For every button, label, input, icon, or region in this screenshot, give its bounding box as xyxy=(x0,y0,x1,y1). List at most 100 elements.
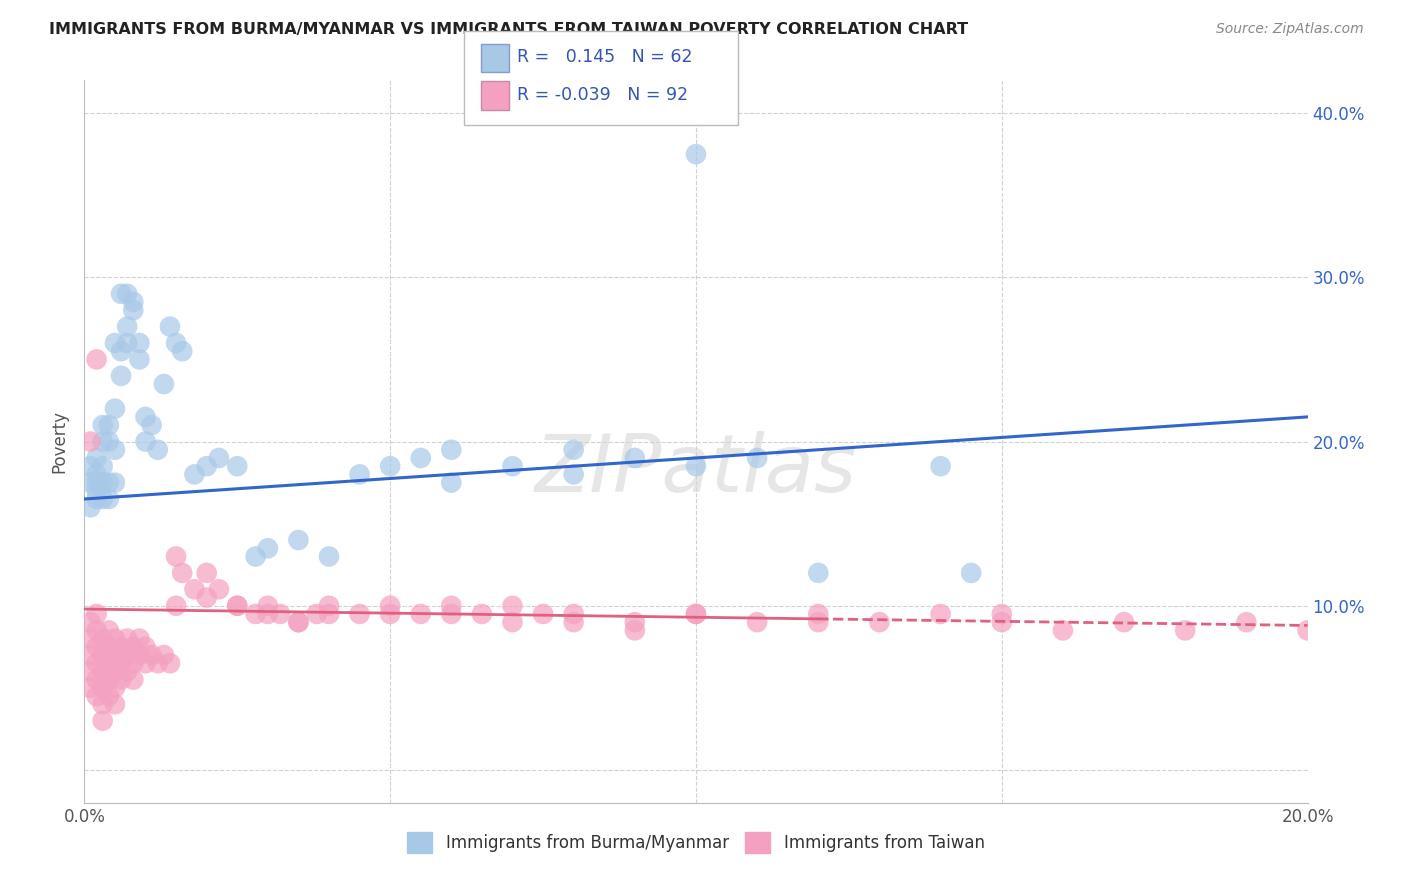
Point xyxy=(97,689,120,703)
Point xyxy=(115,632,138,646)
Text: IMMIGRANTS FROM BURMA/MYANMAR VS IMMIGRANTS FROM TAIWAN POVERTY CORRELATION CHAR: IMMIGRANTS FROM BURMA/MYANMAR VS IMMIGRA… xyxy=(49,22,969,37)
Point xyxy=(97,418,120,433)
Point xyxy=(226,599,249,613)
Point xyxy=(97,491,120,506)
Point xyxy=(245,549,267,564)
Point xyxy=(91,491,114,506)
Point xyxy=(115,319,138,334)
Point xyxy=(502,459,524,474)
Point xyxy=(110,344,132,359)
Point xyxy=(141,648,163,662)
Point xyxy=(257,607,280,621)
Point xyxy=(91,475,114,490)
Point xyxy=(562,607,585,621)
Point xyxy=(287,615,309,630)
Point xyxy=(502,599,524,613)
Point xyxy=(86,467,108,482)
Point xyxy=(183,467,205,482)
Point xyxy=(991,607,1014,621)
Point xyxy=(79,615,101,630)
Text: R = -0.039   N = 92: R = -0.039 N = 92 xyxy=(517,86,689,103)
Point xyxy=(257,541,280,556)
Point xyxy=(624,615,647,630)
Point xyxy=(685,147,707,161)
Point xyxy=(1236,615,1258,630)
Point xyxy=(1296,624,1319,638)
Point xyxy=(104,665,127,679)
Point xyxy=(97,434,120,449)
Point xyxy=(624,624,647,638)
Point xyxy=(86,607,108,621)
Point xyxy=(86,657,108,671)
Point xyxy=(91,418,114,433)
Point xyxy=(135,409,157,424)
Point xyxy=(79,475,101,490)
Point xyxy=(135,640,157,654)
Point xyxy=(122,673,145,687)
Point xyxy=(86,624,108,638)
Point xyxy=(153,377,176,392)
Point xyxy=(97,475,120,490)
Point xyxy=(807,615,830,630)
Point xyxy=(318,599,340,613)
Point xyxy=(562,467,585,482)
Point xyxy=(86,483,108,498)
Point xyxy=(110,673,132,687)
Point xyxy=(135,657,157,671)
Point xyxy=(86,640,108,654)
Point xyxy=(79,681,101,695)
Point xyxy=(146,657,169,671)
Point xyxy=(318,607,340,621)
Point xyxy=(195,459,218,474)
Point xyxy=(146,442,169,457)
Point xyxy=(624,450,647,465)
Point xyxy=(409,450,432,465)
Point xyxy=(807,566,830,580)
Point xyxy=(86,352,108,367)
Point xyxy=(91,681,114,695)
Text: R =   0.145   N = 62: R = 0.145 N = 62 xyxy=(517,48,693,66)
Point xyxy=(115,665,138,679)
Point xyxy=(747,615,769,630)
Point xyxy=(165,549,187,564)
Point xyxy=(86,689,108,703)
Point xyxy=(79,632,101,646)
Point xyxy=(991,615,1014,630)
Point xyxy=(91,714,114,728)
Point xyxy=(226,459,249,474)
Point xyxy=(91,648,114,662)
Point xyxy=(318,549,340,564)
Point xyxy=(440,442,463,457)
Point xyxy=(86,491,108,506)
Legend: Immigrants from Burma/Myanmar, Immigrants from Taiwan: Immigrants from Burma/Myanmar, Immigrant… xyxy=(401,826,991,860)
Point xyxy=(562,615,585,630)
Point xyxy=(1114,615,1136,630)
Point xyxy=(471,607,494,621)
Point xyxy=(141,418,163,433)
Point xyxy=(172,566,194,580)
Point xyxy=(97,673,120,687)
Point xyxy=(110,657,132,671)
Point xyxy=(208,450,231,465)
Point xyxy=(245,607,267,621)
Point xyxy=(531,607,554,621)
Point xyxy=(159,657,181,671)
Point xyxy=(79,434,101,449)
Point xyxy=(128,336,150,351)
Point xyxy=(440,607,463,621)
Point xyxy=(91,434,114,449)
Point xyxy=(929,459,952,474)
Point xyxy=(349,607,371,621)
Y-axis label: Poverty: Poverty xyxy=(51,410,69,473)
Point xyxy=(104,336,127,351)
Point xyxy=(747,450,769,465)
Point xyxy=(91,698,114,712)
Point xyxy=(287,615,309,630)
Point xyxy=(502,615,524,630)
Point xyxy=(86,450,108,465)
Text: ZIPatlas: ZIPatlas xyxy=(534,432,858,509)
Point xyxy=(380,459,402,474)
Point xyxy=(685,459,707,474)
Point xyxy=(104,632,127,646)
Point xyxy=(91,665,114,679)
